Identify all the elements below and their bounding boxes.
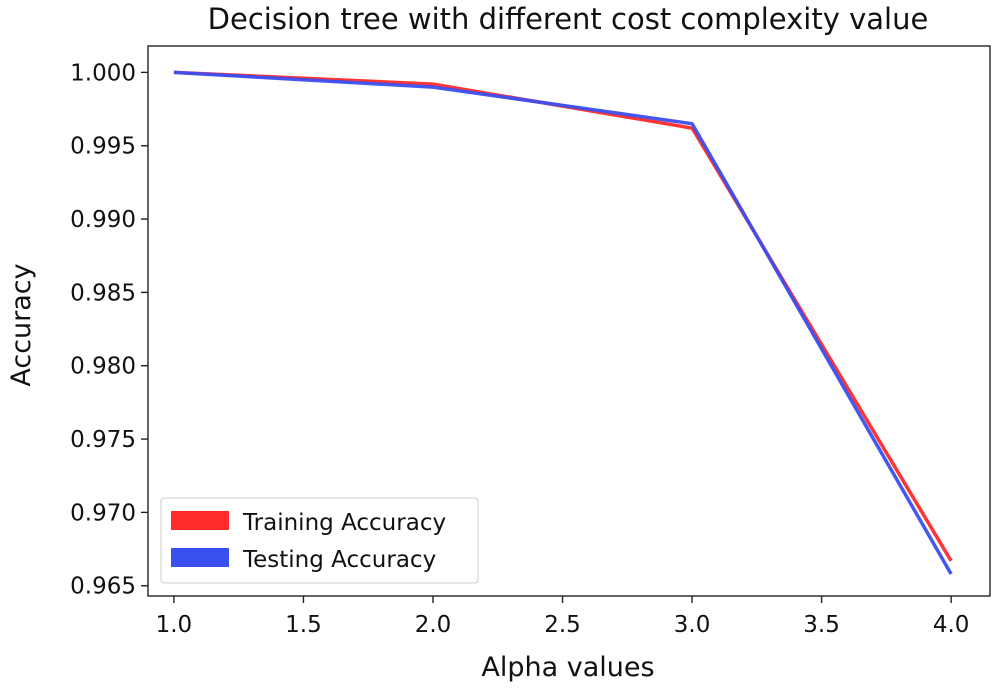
y-tick-label: 1.000 <box>70 60 136 86</box>
legend: Training Accuracy Testing Accuracy <box>160 497 479 584</box>
y-axis: 0.965 0.970 0.975 0.980 0.985 0.990 0.995 1.000 <box>70 60 148 600</box>
series-line-testing <box>173 70 953 575</box>
y-tick-label: 0.990 <box>70 207 136 233</box>
x-tick-label: 4.0 <box>933 612 970 638</box>
y-tick-label: 0.970 <box>70 500 136 526</box>
x-tick-label: 2.0 <box>415 612 452 638</box>
legend-swatch-testing <box>171 548 229 567</box>
x-tick-label: 1.0 <box>156 612 193 638</box>
legend-swatch-training <box>171 511 229 530</box>
x-tick-label: 3.0 <box>674 612 711 638</box>
y-tick-label: 0.975 <box>70 427 136 453</box>
y-tick-label: 0.980 <box>70 354 136 380</box>
x-tick-label: 3.5 <box>803 612 840 638</box>
plot-area <box>147 45 991 597</box>
legend-label-testing: Testing Accuracy <box>242 547 436 573</box>
x-axis-label: Alpha values <box>481 652 654 683</box>
y-tick-label: 0.995 <box>70 134 136 160</box>
chart-title: Decision tree with different cost comple… <box>208 2 929 36</box>
y-tick-label: 0.985 <box>70 280 136 306</box>
y-tick-label: 0.965 <box>70 574 136 600</box>
series-line-training <box>173 70 953 562</box>
legend-label-training: Training Accuracy <box>242 510 446 536</box>
legend-box <box>160 497 479 584</box>
x-tick-label: 1.5 <box>285 612 322 638</box>
y-axis-label: Accuracy <box>6 263 37 386</box>
x-tick-label: 2.5 <box>544 612 581 638</box>
series-layer <box>173 70 953 575</box>
x-axis: 1.0 1.5 2.0 2.5 3.0 3.5 4.0 <box>156 596 970 638</box>
